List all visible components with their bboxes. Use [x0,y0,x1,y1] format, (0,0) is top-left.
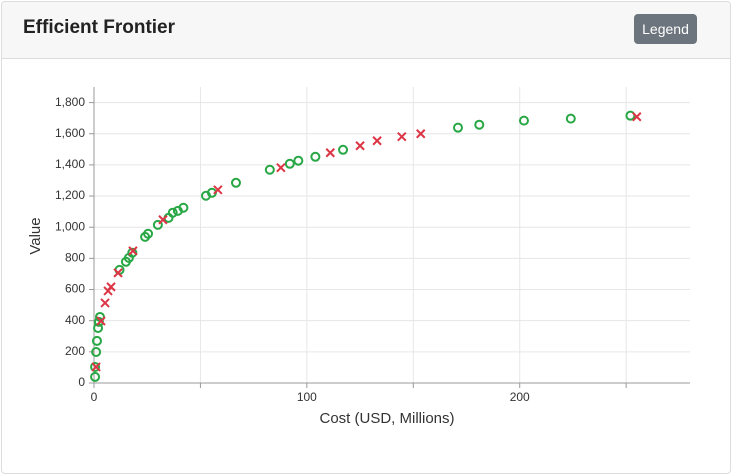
point [128,246,138,256]
point [90,361,101,372]
point [416,129,426,139]
point [372,136,382,146]
point [113,268,123,278]
point [90,371,101,382]
point [143,228,154,239]
point [474,119,485,130]
x-tick-label: 100 [297,390,317,404]
point [325,148,335,158]
point [96,316,106,326]
y-tick-label: 1,800 [55,95,85,109]
point [565,113,576,124]
point [397,131,407,142]
point [632,112,642,122]
point [127,247,138,258]
point [276,162,286,173]
y-tick-label: 800 [65,251,85,265]
point [213,185,223,195]
x-tick-label: 0 [91,390,98,404]
point [264,164,275,175]
point [167,207,178,218]
point [310,151,321,162]
point [230,177,241,188]
y-tick-label: 1,200 [55,188,85,202]
point [178,202,189,213]
x-tick-label: 200 [510,390,530,404]
y-tick-label: 1,400 [55,157,85,171]
y-tick-label: 1,000 [55,219,85,233]
card-header: Efficient Frontier Legend [2,2,730,59]
point [91,335,102,346]
point [338,144,349,155]
y-tick-label: 0 [78,375,85,389]
y-tick-label: 400 [65,313,85,327]
y-tick-label: 1,600 [55,126,85,140]
x-axis-label: Cost (USD, Millions) [319,410,454,427]
y-tick-label: 600 [65,282,85,296]
legend-button[interactable]: Legend [634,14,697,44]
point [293,155,304,166]
point [158,215,168,225]
point [91,362,101,372]
point [355,141,365,151]
card-title: Efficient Frontier [23,17,176,38]
y-tick-label: 200 [65,344,85,358]
point [452,122,463,133]
point [106,282,116,292]
point [91,346,102,357]
point [284,158,295,169]
point [518,115,529,126]
point [100,298,110,308]
point [152,219,163,230]
y-axis-label: Value [27,217,44,254]
